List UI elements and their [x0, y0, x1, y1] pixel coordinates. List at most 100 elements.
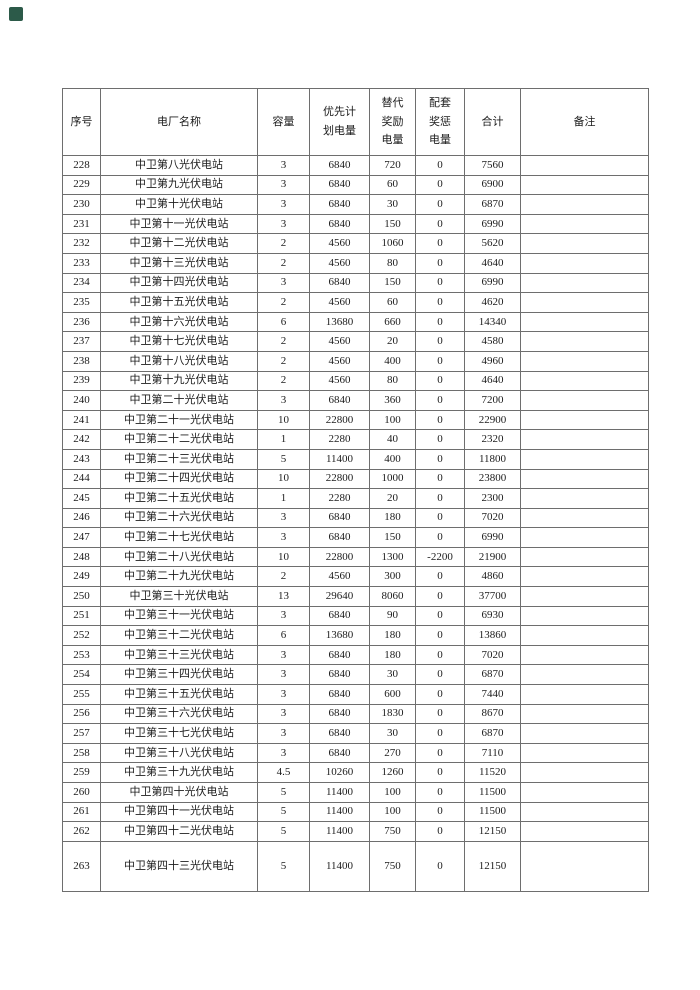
cell-remark	[520, 331, 649, 352]
cell-replacement_reward_power: 80	[369, 252, 416, 274]
cell-capacity: 2	[257, 350, 310, 372]
cell-total: 6930	[464, 605, 521, 627]
cell-replacement_reward_power: 20	[369, 488, 416, 509]
cell-plant_name: 中卫第十五光伏电站	[100, 292, 258, 313]
cell-priority_planned_power: 11400	[309, 840, 370, 892]
cell-supporting_reward_penalty_power: 0	[415, 429, 465, 450]
cell-remark	[520, 194, 649, 215]
cell-plant_name: 中卫第二十七光伏电站	[100, 527, 258, 548]
table-row: 258 中卫第三十八光伏电站 3 6840 270 0 7110	[62, 742, 649, 764]
cell-capacity: 6	[257, 311, 310, 333]
cell-remark	[520, 292, 649, 313]
cell-priority_planned_power: 6840	[309, 723, 370, 744]
cell-total: 7020	[464, 644, 521, 666]
cell-plant_name: 中卫第九光伏电站	[100, 174, 258, 196]
cell-total: 4640	[464, 370, 521, 392]
cell-seq: 244	[62, 468, 101, 490]
cell-supporting_reward_penalty_power: 0	[415, 350, 465, 372]
cell-total: 4620	[464, 292, 521, 313]
cell-replacement_reward_power: 750	[369, 821, 416, 842]
cell-capacity: 2	[257, 566, 310, 588]
cell-total: 6870	[464, 664, 521, 686]
cell-seq: 257	[62, 723, 101, 744]
cell-priority_planned_power: 2280	[309, 488, 370, 509]
cell-priority_planned_power: 11400	[309, 821, 370, 842]
cell-seq: 242	[62, 429, 101, 450]
cell-remark	[520, 390, 649, 411]
cell-supporting_reward_penalty_power: 0	[415, 644, 465, 666]
cell-priority_planned_power: 6840	[309, 527, 370, 548]
cell-replacement_reward_power: 100	[369, 801, 416, 823]
col-header-priority-planned-power: 优先计 划电量	[309, 88, 370, 156]
cell-seq: 258	[62, 742, 101, 764]
table-row: 261 中卫第四十一光伏电站 5 11400 100 0 11500	[62, 801, 649, 823]
cell-plant_name: 中卫第三十一光伏电站	[100, 605, 258, 627]
cell-capacity: 1	[257, 488, 310, 509]
cell-supporting_reward_penalty_power: 0	[415, 233, 465, 254]
table-row: 256 中卫第三十六光伏电站 3 6840 1830 0 8670	[62, 703, 649, 725]
table-row: 237 中卫第十七光伏电站 2 4560 20 0 4580	[62, 331, 649, 352]
cell-capacity: 1	[257, 429, 310, 450]
cell-plant_name: 中卫第十一光伏电站	[100, 213, 258, 235]
cell-priority_planned_power: 6840	[309, 507, 370, 529]
cell-supporting_reward_penalty_power: 0	[415, 703, 465, 725]
table-row: 249 中卫第二十九光伏电站 2 4560 300 0 4860	[62, 566, 649, 588]
table-row: 243 中卫第二十三光伏电站 5 11400 400 0 11800	[62, 448, 649, 470]
cell-supporting_reward_penalty_power: 0	[415, 507, 465, 529]
cell-replacement_reward_power: 30	[369, 194, 416, 215]
cell-capacity: 3	[257, 272, 310, 294]
cell-replacement_reward_power: 300	[369, 566, 416, 588]
cell-total: 23800	[464, 468, 521, 490]
cell-plant_name: 中卫第十六光伏电站	[100, 311, 258, 333]
cell-total: 7110	[464, 742, 521, 764]
cell-plant_name: 中卫第十七光伏电站	[100, 331, 258, 352]
cell-remark	[520, 684, 649, 705]
cell-replacement_reward_power: 1060	[369, 233, 416, 254]
cell-seq: 229	[62, 174, 101, 196]
cell-seq: 259	[62, 762, 101, 783]
cell-capacity: 3	[257, 684, 310, 705]
cell-priority_planned_power: 13680	[309, 625, 370, 646]
cell-remark	[520, 429, 649, 450]
cell-plant_name: 中卫第二十八光伏电站	[100, 546, 258, 568]
cell-plant_name: 中卫第二十五光伏电站	[100, 488, 258, 509]
cell-plant_name: 中卫第十光伏电站	[100, 194, 258, 215]
cell-supporting_reward_penalty_power: 0	[415, 664, 465, 686]
cell-capacity: 3	[257, 742, 310, 764]
cell-priority_planned_power: 4560	[309, 370, 370, 392]
cell-capacity: 3	[257, 527, 310, 548]
table-row: 263 中卫第四十三光伏电站 5 11400 750 0 12150	[62, 840, 649, 892]
cell-capacity: 5	[257, 448, 310, 470]
cell-replacement_reward_power: 660	[369, 311, 416, 333]
table-row: 260 中卫第四十光伏电站 5 11400 100 0 11500	[62, 782, 649, 803]
cell-supporting_reward_penalty_power: 0	[415, 390, 465, 411]
cell-supporting_reward_penalty_power: 0	[415, 448, 465, 470]
cell-supporting_reward_penalty_power: -2200	[415, 546, 465, 568]
table-row: 262 中卫第四十二光伏电站 5 11400 750 0 12150	[62, 821, 649, 842]
cell-total: 4960	[464, 350, 521, 372]
table-row: 251 中卫第三十一光伏电站 3 6840 90 0 6930	[62, 605, 649, 627]
table-row: 238 中卫第十八光伏电站 2 4560 400 0 4960	[62, 350, 649, 372]
cell-total: 6870	[464, 194, 521, 215]
cell-remark	[520, 507, 649, 529]
cell-priority_planned_power: 22800	[309, 409, 370, 431]
cell-plant_name: 中卫第三十七光伏电站	[100, 723, 258, 744]
cell-replacement_reward_power: 150	[369, 527, 416, 548]
cell-remark	[520, 409, 649, 431]
cell-replacement_reward_power: 750	[369, 840, 416, 892]
cell-seq: 241	[62, 409, 101, 431]
cell-plant_name: 中卫第十二光伏电站	[100, 233, 258, 254]
cell-replacement_reward_power: 400	[369, 350, 416, 372]
cell-replacement_reward_power: 180	[369, 507, 416, 529]
cell-replacement_reward_power: 100	[369, 782, 416, 803]
cell-seq: 233	[62, 252, 101, 274]
cell-capacity: 3	[257, 507, 310, 529]
cell-seq: 237	[62, 331, 101, 352]
cell-remark	[520, 155, 649, 176]
table-row: 246 中卫第二十六光伏电站 3 6840 180 0 7020	[62, 507, 649, 529]
table-row: 229 中卫第九光伏电站 3 6840 60 0 6900	[62, 174, 649, 196]
cell-capacity: 2	[257, 331, 310, 352]
cell-remark	[520, 174, 649, 196]
cell-plant_name: 中卫第十四光伏电站	[100, 272, 258, 294]
table-row: 239 中卫第十九光伏电站 2 4560 80 0 4640	[62, 370, 649, 392]
